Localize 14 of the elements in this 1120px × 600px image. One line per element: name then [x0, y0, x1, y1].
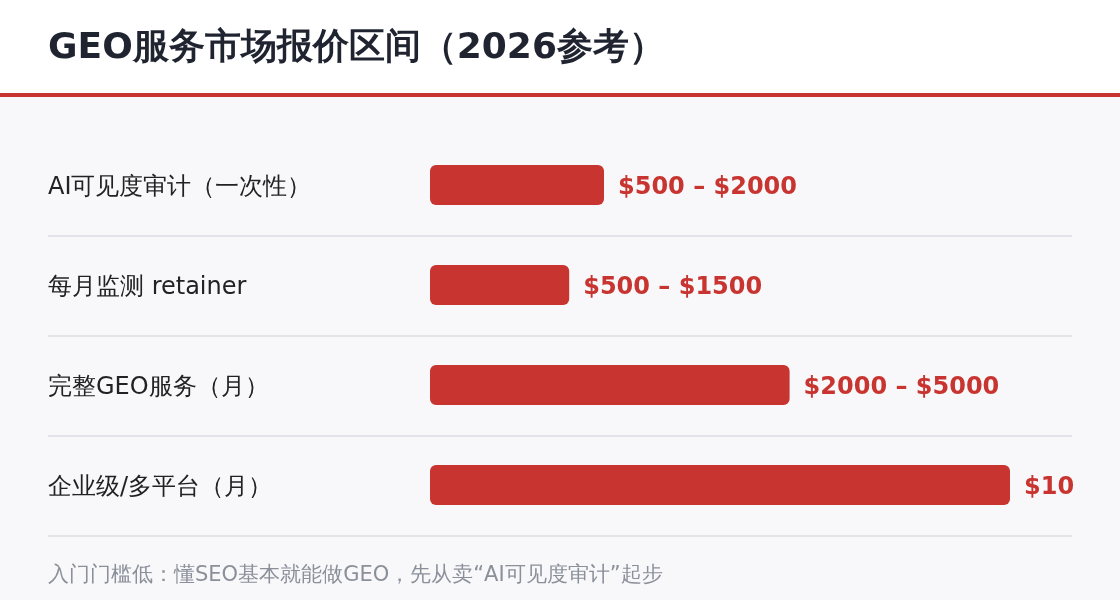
bar — [430, 465, 1010, 505]
text: 入门门槛低：懂SEO基本就能做GEO，先从卖“AI可见度审计”起步 — [48, 561, 663, 588]
y-tick-label: 每月监测 retainer — [48, 272, 247, 300]
y-tick-label: AI可见度审计（一次性） — [48, 172, 312, 200]
bar — [430, 265, 570, 305]
y-tick-label: 企业级/多平台（月） — [48, 472, 273, 500]
bar — [430, 365, 790, 405]
chart-title: GEO服务市场报价区间（2026参考） — [48, 24, 665, 68]
annotation: $500 – $2000 — [618, 172, 798, 200]
annotation: $2000 – $5000 — [803, 372, 1000, 400]
bar — [430, 165, 604, 205]
y-tick-label: 完整GEO服务（月） — [48, 372, 269, 400]
annotation: $500 – $1500 — [583, 272, 763, 300]
annotation: $10 — [1024, 472, 1075, 500]
